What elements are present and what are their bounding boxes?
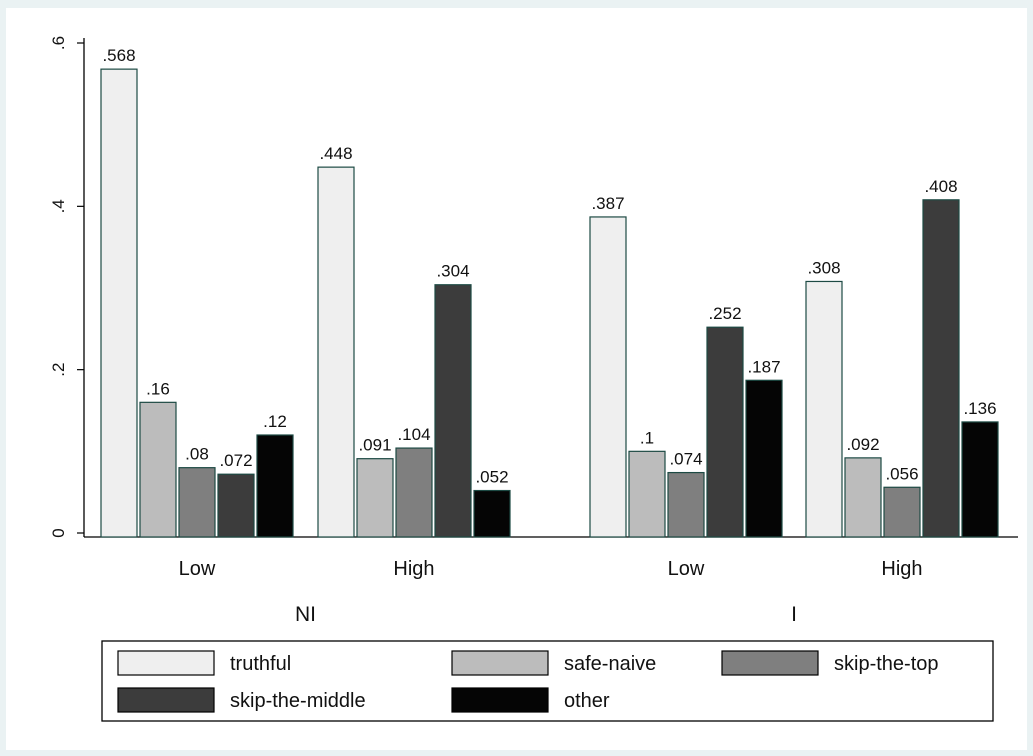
bar — [961, 421, 999, 538]
bar — [395, 447, 433, 538]
bar-value-label: .136 — [963, 399, 996, 418]
legend-label: other — [564, 690, 610, 712]
x-tick-label: High — [881, 558, 922, 580]
legend-label: safe-naive — [564, 653, 656, 675]
bar-value-label: .568 — [102, 46, 135, 65]
bar-value-label: .1 — [640, 428, 654, 447]
x-tick-label: Low — [668, 558, 705, 580]
bar-value-label: .408 — [924, 177, 957, 196]
legend-label: truthful — [230, 653, 291, 675]
bar — [217, 473, 255, 538]
bar — [434, 284, 472, 538]
bar — [667, 471, 705, 538]
bar-value-label: .104 — [397, 425, 430, 444]
bar — [178, 467, 216, 538]
legend-swatch — [117, 687, 215, 713]
bar — [256, 434, 294, 538]
bar-value-label: .092 — [846, 435, 879, 454]
bar — [922, 199, 960, 538]
bar — [706, 326, 744, 538]
bar-value-label: .052 — [475, 468, 508, 487]
legend-swatch — [117, 650, 215, 676]
bar-value-label: .072 — [219, 451, 252, 470]
bar — [473, 489, 511, 538]
bar-value-label: .187 — [747, 357, 780, 376]
legend-label: skip-the-top — [834, 653, 939, 675]
y-tick-label: 0 — [49, 528, 68, 537]
bar — [589, 216, 627, 538]
grouped-bar-chart: 0 .2 .4 .6 .568 .448 .387 .308 .16 .091 .1 .092 .08.… — [49, 36, 1018, 722]
legend-swatch — [451, 687, 549, 713]
y-tick-label: .4 — [49, 199, 68, 213]
bar — [805, 280, 843, 538]
bar-value-label: .08 — [185, 445, 209, 464]
bar — [745, 379, 783, 538]
bar-value-label: .252 — [708, 304, 741, 323]
bar-value-label: .308 — [807, 258, 840, 277]
bar-value-label: .12 — [263, 412, 287, 431]
bar — [883, 486, 921, 538]
bar-value-label: .091 — [358, 436, 391, 455]
bar-value-label: .304 — [436, 262, 469, 281]
chart-canvas: 0 .2 .4 .6 .568 .448 .387 .308 .16 .091 .1 .092 .08.… — [6, 8, 1027, 750]
y-tick-label: .6 — [49, 36, 68, 50]
bar — [317, 166, 355, 538]
bar-value-label: .16 — [146, 379, 170, 398]
x-tick-label: High — [393, 558, 434, 580]
x-tick-label: Low — [179, 558, 216, 580]
legend-swatch — [721, 650, 819, 676]
bar — [356, 458, 394, 538]
bar — [844, 457, 882, 538]
bar-value-label: .056 — [885, 464, 918, 483]
bar — [100, 68, 138, 538]
group-label: NI — [295, 603, 316, 626]
bar-value-label: .074 — [669, 450, 702, 469]
bar — [628, 450, 666, 538]
legend-label: skip-the-middle — [230, 690, 366, 712]
group-label: I — [791, 603, 797, 626]
bar-value-label: .448 — [319, 144, 352, 163]
y-tick-label: .2 — [49, 363, 68, 377]
bar-value-label: .387 — [591, 194, 624, 213]
legend-swatch — [451, 650, 549, 676]
bar — [139, 401, 177, 538]
